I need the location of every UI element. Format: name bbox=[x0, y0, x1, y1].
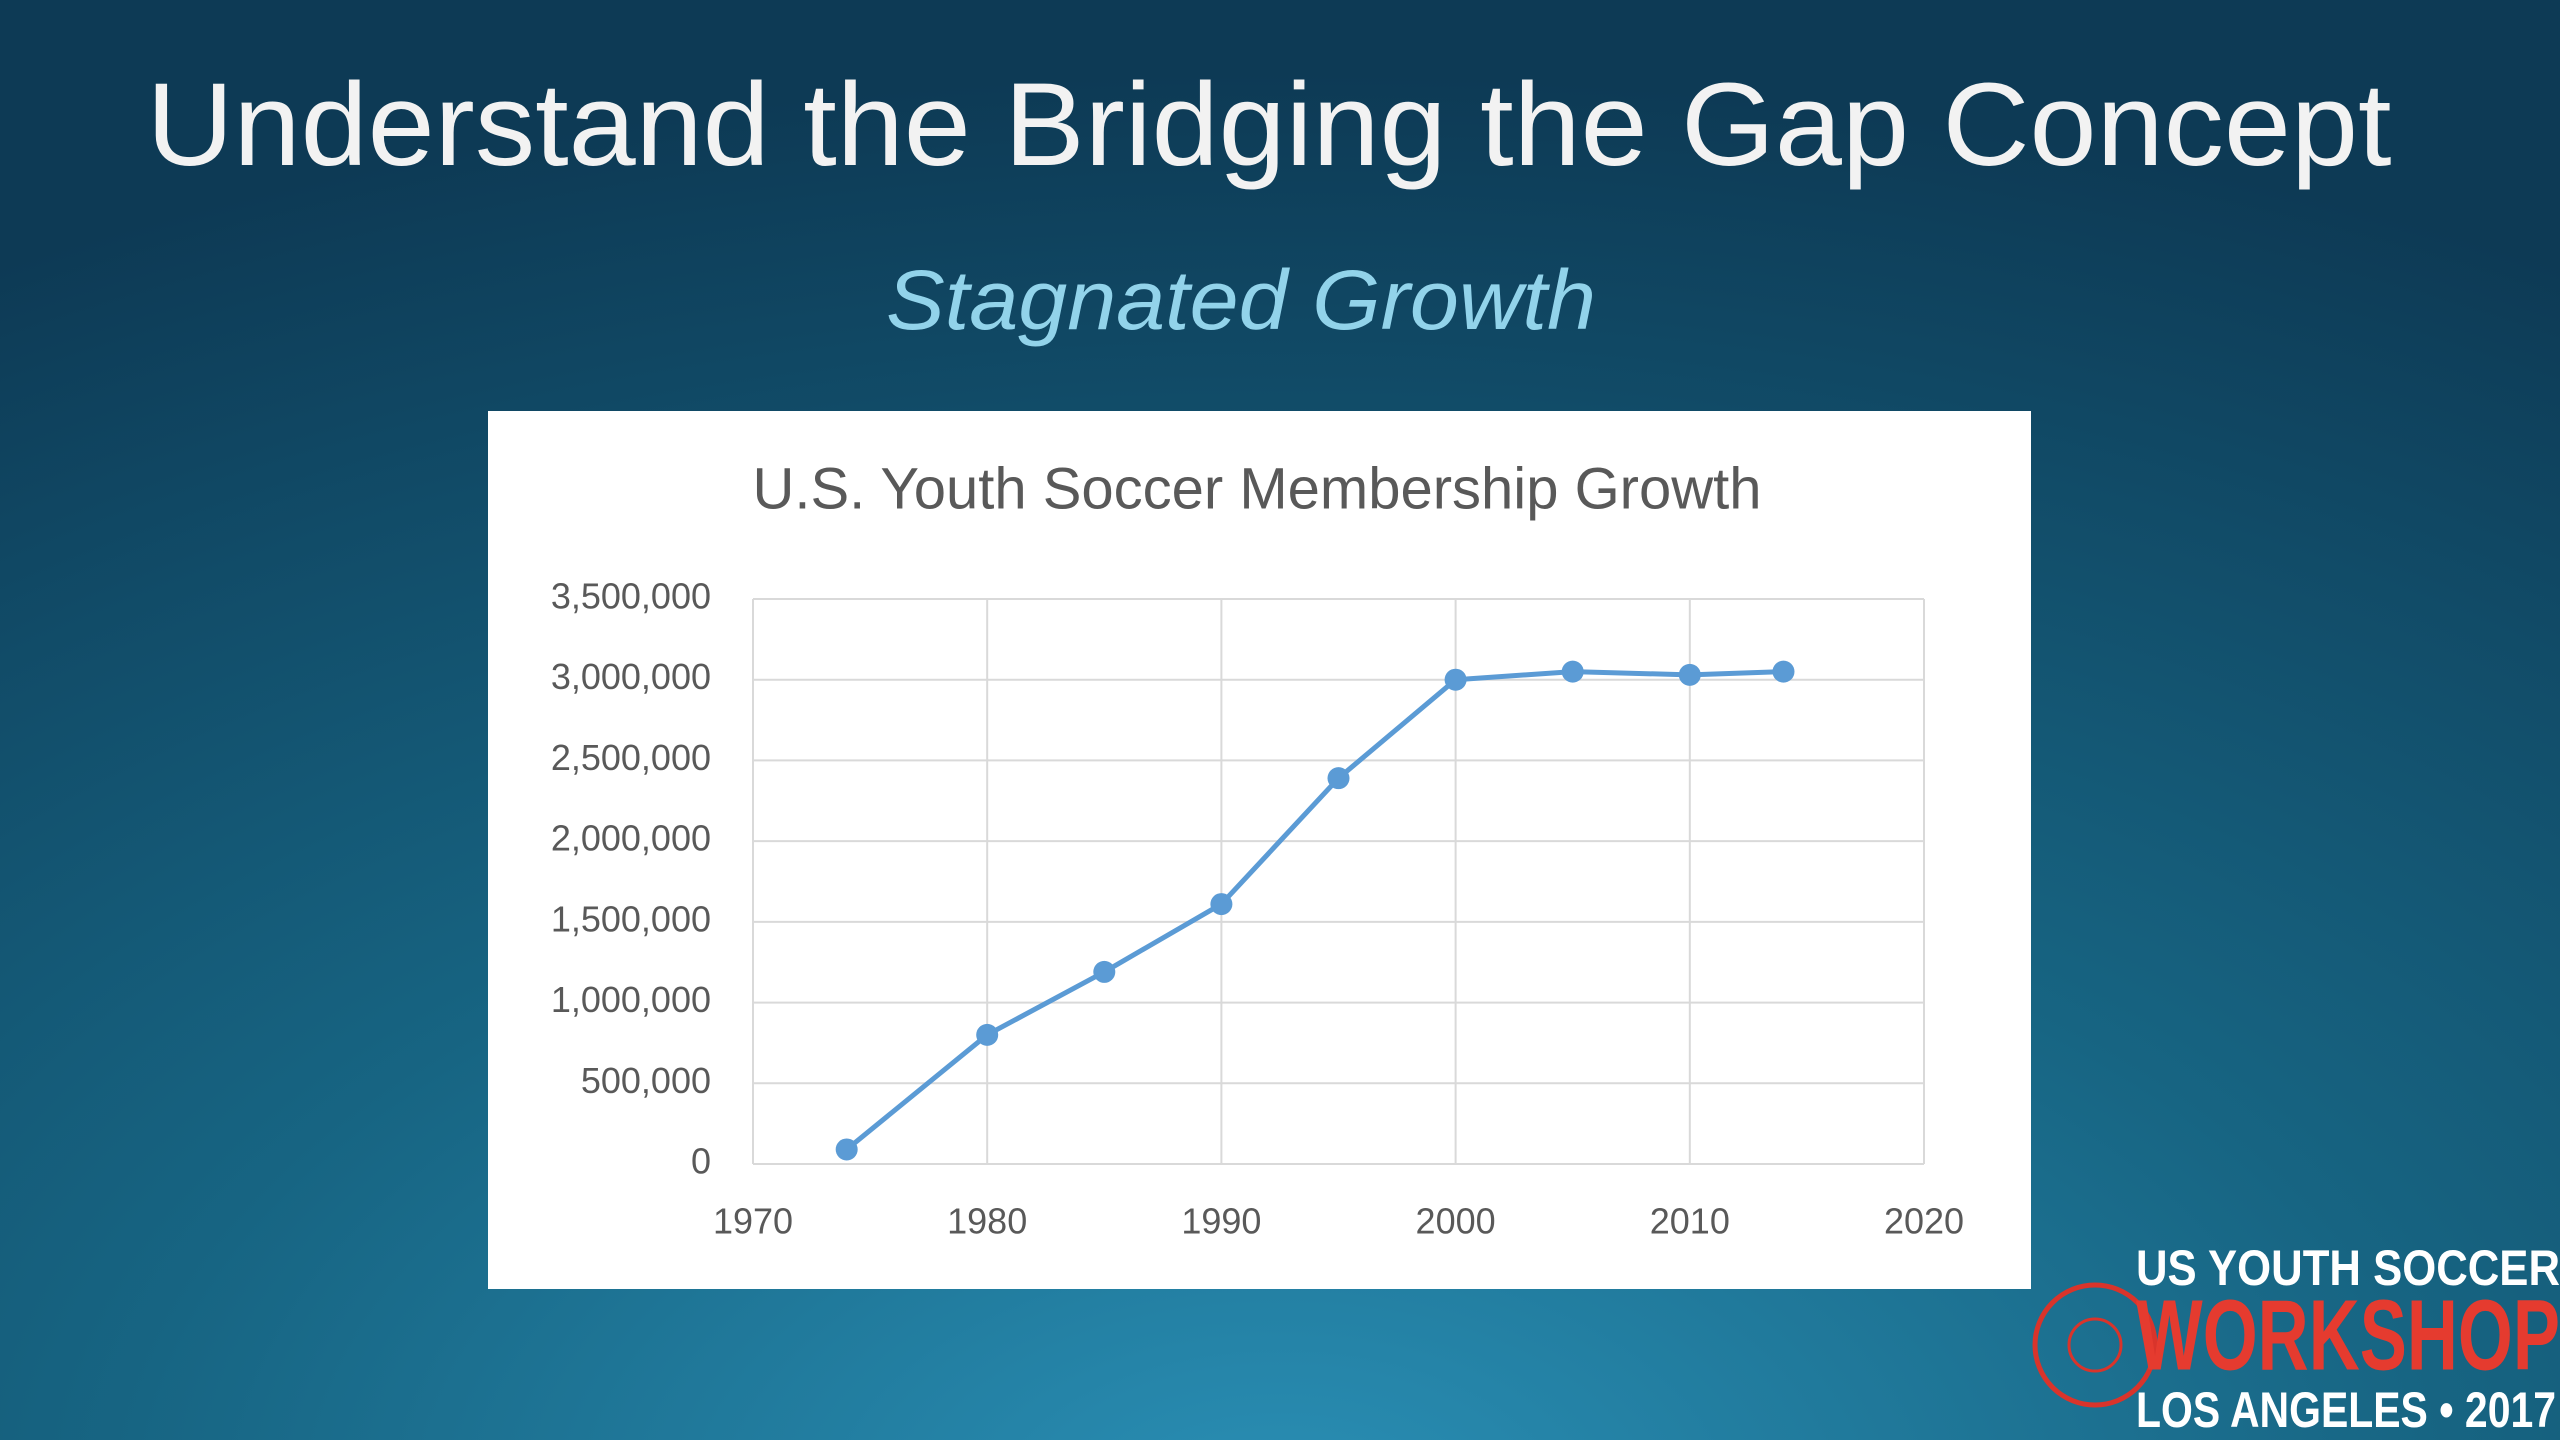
y-tick-label: 2,500,000 bbox=[551, 737, 711, 778]
x-tick-label: 2020 bbox=[1884, 1201, 1964, 1242]
x-tick-label: 1980 bbox=[947, 1201, 1027, 1242]
data-point bbox=[1327, 767, 1350, 790]
y-tick-label: 3,500,000 bbox=[551, 576, 711, 617]
data-point bbox=[1561, 660, 1584, 683]
logo-ball bbox=[2032, 1282, 2158, 1408]
x-tick-label: 2000 bbox=[1416, 1201, 1496, 1242]
y-tick-label: 0 bbox=[691, 1141, 711, 1182]
data-point bbox=[976, 1023, 999, 1046]
logo: US YOUTH SOCCER WORKSHOP LOS ANGELES • 2… bbox=[2032, 1240, 2560, 1438]
data-point bbox=[1210, 893, 1233, 916]
logo-ball-center bbox=[2067, 1317, 2123, 1373]
y-tick-label: 3,000,000 bbox=[551, 656, 711, 697]
logo-workshop: WORKSHOP bbox=[2136, 1279, 2560, 1391]
x-tick-label: 1970 bbox=[713, 1201, 793, 1242]
logo-line: US YOUTH SOCCER bbox=[2136, 1240, 2560, 1296]
chart-title: U.S. Youth Soccer Membership Growth bbox=[752, 456, 1761, 521]
chart-frame bbox=[488, 411, 2031, 1289]
data-point bbox=[1772, 660, 1795, 683]
data-point bbox=[1093, 960, 1116, 983]
x-tick-label: 1990 bbox=[1181, 1201, 1261, 1242]
data-point bbox=[1444, 668, 1467, 691]
slide-subtitle: Stagnated Growth bbox=[886, 253, 1596, 347]
y-tick-label: 1,000,000 bbox=[551, 979, 711, 1020]
slide-title: Understand the Bridging the Gap Concept bbox=[147, 59, 2392, 191]
y-tick-label: 1,500,000 bbox=[551, 898, 711, 939]
logo-line: LOS ANGELES • 2017 bbox=[2136, 1382, 2556, 1438]
y-tick-label: 500,000 bbox=[581, 1060, 711, 1101]
data-point bbox=[835, 1138, 858, 1161]
x-tick-label: 2010 bbox=[1650, 1201, 1730, 1242]
chart: U.S. Youth Soccer Membership Growth 0 500… bbox=[551, 456, 1964, 1241]
data-point bbox=[1678, 663, 1701, 686]
y-tick-label: 2,000,000 bbox=[551, 818, 711, 859]
